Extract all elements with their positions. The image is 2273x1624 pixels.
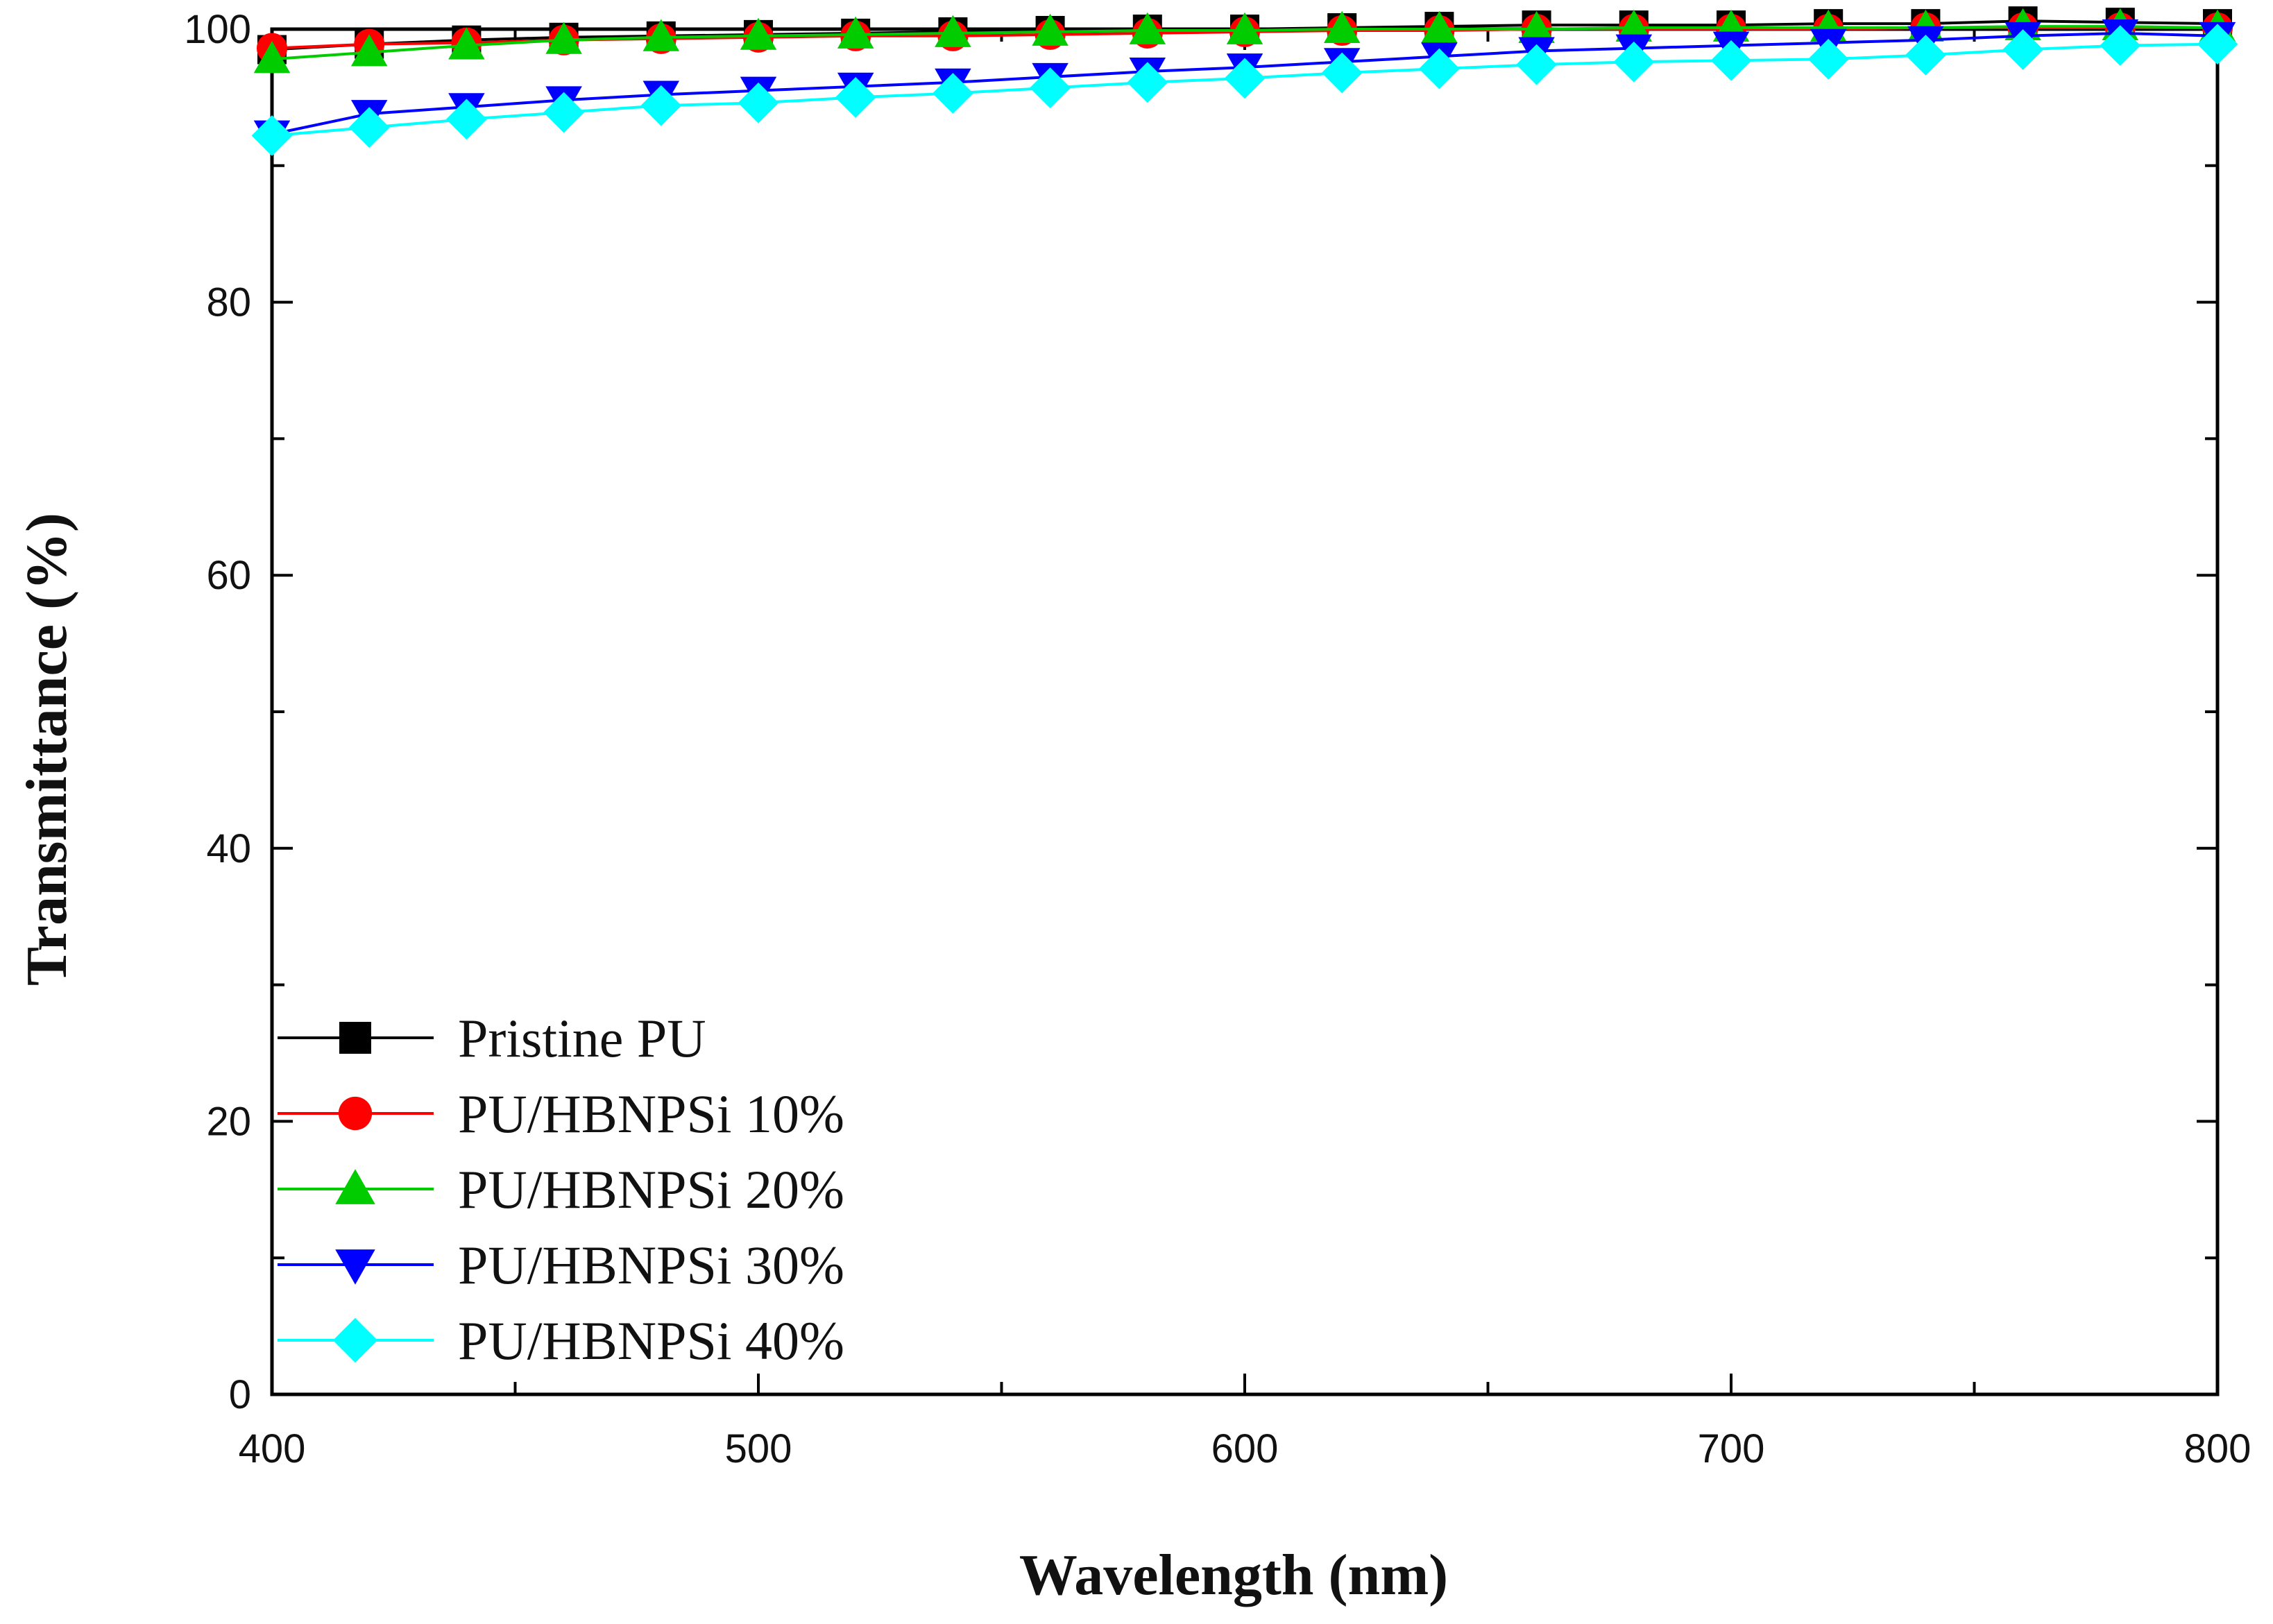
x-axis-title: Wavelength (nm): [1019, 1543, 1448, 1607]
data-point: [1516, 44, 1557, 85]
data-point: [740, 17, 777, 50]
y-tick-label: 100: [184, 7, 251, 52]
data-point: [251, 115, 293, 156]
data-point: [2197, 24, 2238, 65]
data-point: [1226, 12, 1263, 44]
legend-item: PU/HBNPSi 10%: [278, 1084, 844, 1144]
data-point: [933, 73, 973, 114]
legend-marker: [338, 1096, 373, 1131]
x-tick-label: 800: [2184, 1426, 2251, 1471]
data-point: [448, 27, 485, 60]
data-point: [543, 92, 584, 133]
data-point: [2100, 25, 2141, 67]
data-point: [1323, 10, 1361, 43]
legend-label: Pristine PU: [458, 1008, 706, 1068]
data-point: [446, 99, 487, 140]
x-tick-labels: 400 500 600 700 800: [239, 1426, 2251, 1471]
data-point: [1030, 67, 1071, 109]
data-point: [1807, 38, 1849, 80]
y-tick-label: 20: [206, 1099, 251, 1144]
data-point: [1032, 13, 1069, 46]
data-point: [2002, 29, 2043, 70]
data-point: [1129, 12, 1166, 44]
data-point: [738, 82, 779, 123]
x-tick-label: 500: [725, 1426, 792, 1471]
series-layer: [251, 6, 2238, 156]
legend-marker: [335, 1249, 375, 1285]
data-point: [1224, 58, 1266, 99]
data-point: [1127, 62, 1168, 103]
legend-item: PU/HBNPSi 40%: [278, 1310, 844, 1371]
legend-label: PU/HBNPSi 20%: [458, 1159, 844, 1220]
data-point: [348, 107, 390, 148]
series-pu-hbnpsi-40: [251, 24, 2238, 156]
data-point: [1613, 41, 1655, 83]
legend-marker: [335, 1169, 375, 1204]
data-point: [1615, 9, 1653, 42]
x-tick-label: 400: [239, 1426, 306, 1471]
data-point: [837, 16, 874, 49]
data-point: [350, 34, 388, 67]
legend-marker: [339, 1022, 371, 1054]
data-point: [545, 22, 582, 54]
data-point: [642, 19, 680, 51]
y-tick-label: 60: [206, 553, 251, 598]
data-point: [1518, 10, 1555, 43]
x-tick-label: 700: [1698, 1426, 1765, 1471]
x-tick-label: 600: [1211, 1426, 1279, 1471]
data-point: [835, 77, 876, 118]
y-tick-label: 40: [206, 826, 251, 871]
legend-label: PU/HBNPSi 10%: [458, 1084, 844, 1144]
legend-item: PU/HBNPSi 30%: [278, 1235, 844, 1295]
data-point: [1321, 52, 1363, 94]
legend-item: PU/HBNPSi 20%: [278, 1159, 844, 1220]
data-point: [1419, 48, 1460, 89]
data-point: [1905, 34, 1946, 76]
legend-item: Pristine PU: [278, 1008, 706, 1068]
data-point: [935, 15, 971, 47]
data-point: [253, 41, 291, 74]
legend-label: PU/HBNPSi 40%: [458, 1310, 844, 1371]
data-point: [1710, 40, 1752, 81]
y-tick-label: 0: [229, 1372, 251, 1417]
y-tick-labels: 0 20 40 60 80 100: [184, 7, 251, 1417]
y-tick-label: 80: [206, 280, 251, 325]
legend: Pristine PU PU/HBNPSi 10% PU/HBNPSi 20% PU/…: [278, 1008, 844, 1371]
legend-label: PU/HBNPSi 30%: [458, 1235, 844, 1295]
data-point: [640, 85, 682, 126]
y-axis-title: Transmittance (%): [15, 513, 79, 986]
legend-marker: [332, 1317, 378, 1363]
data-point: [1421, 10, 1458, 43]
